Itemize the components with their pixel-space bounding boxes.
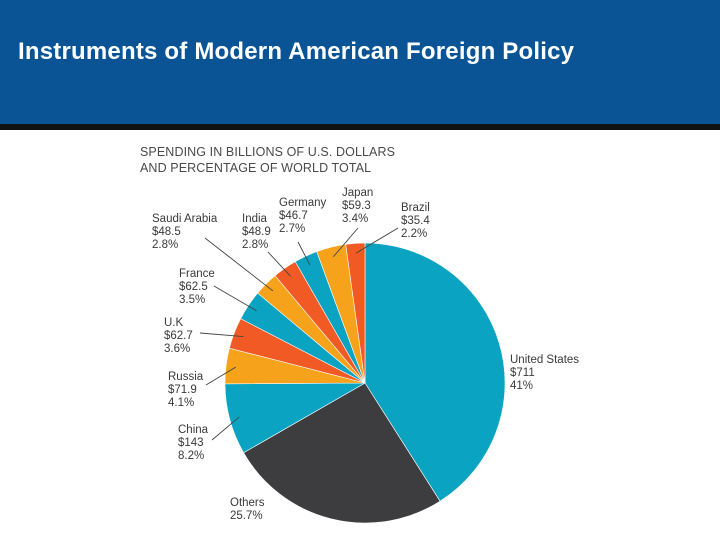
pie-slice-brazil (345, 242, 366, 384)
slice-label-others: Others 25.7% (230, 497, 265, 522)
slice-label-france: France $62.5 3.5% (179, 268, 215, 306)
slice-label-brazil: Brazil $35.4 2.2% (401, 202, 430, 240)
slice-label-china: China $143 8.2% (178, 424, 209, 462)
slice-label-germany: Germany $46.7 2.7% (279, 197, 327, 235)
leader-line-india (267, 251, 291, 277)
leader-line-china (211, 416, 240, 441)
banner-divider (0, 124, 720, 130)
pie-slice-others (243, 382, 441, 524)
chart-title-line-1: SPENDING IN BILLIONS OF U.S. DOLLARS (140, 145, 396, 159)
leader-line-germany (297, 241, 311, 266)
chart-title: SPENDING IN BILLIONS OF U.S. DOLLARS AND… (140, 144, 395, 176)
slice-label-u-k: U.K $62.7 3.6% (164, 317, 193, 355)
slice-label-united-states: United States $711 41% (510, 354, 579, 392)
slice-label-saudi-arabia: Saudi Arabia $48.5 2.8% (152, 213, 218, 251)
leader-line-france (213, 285, 257, 312)
slice-label-india: India $48.9 2.8% (242, 213, 271, 251)
title-banner: Instruments of Modern American Foreign P… (0, 0, 720, 124)
leader-line-u-k (199, 332, 244, 338)
chart-title-line-2: AND PERCENTAGE OF WORLD TOTAL (140, 161, 372, 175)
leader-line-japan (333, 227, 359, 257)
pie-slice-united-states (364, 242, 506, 502)
leader-line-brazil (355, 227, 399, 254)
slice-label-russia: Russia $71.9 4.1% (168, 371, 204, 409)
leader-line-saudi-arabia (204, 237, 274, 292)
page-title: Instruments of Modern American Foreign P… (18, 38, 575, 65)
slice-label-japan: Japan $59.3 3.4% (342, 187, 373, 225)
leader-line-russia (205, 366, 237, 386)
